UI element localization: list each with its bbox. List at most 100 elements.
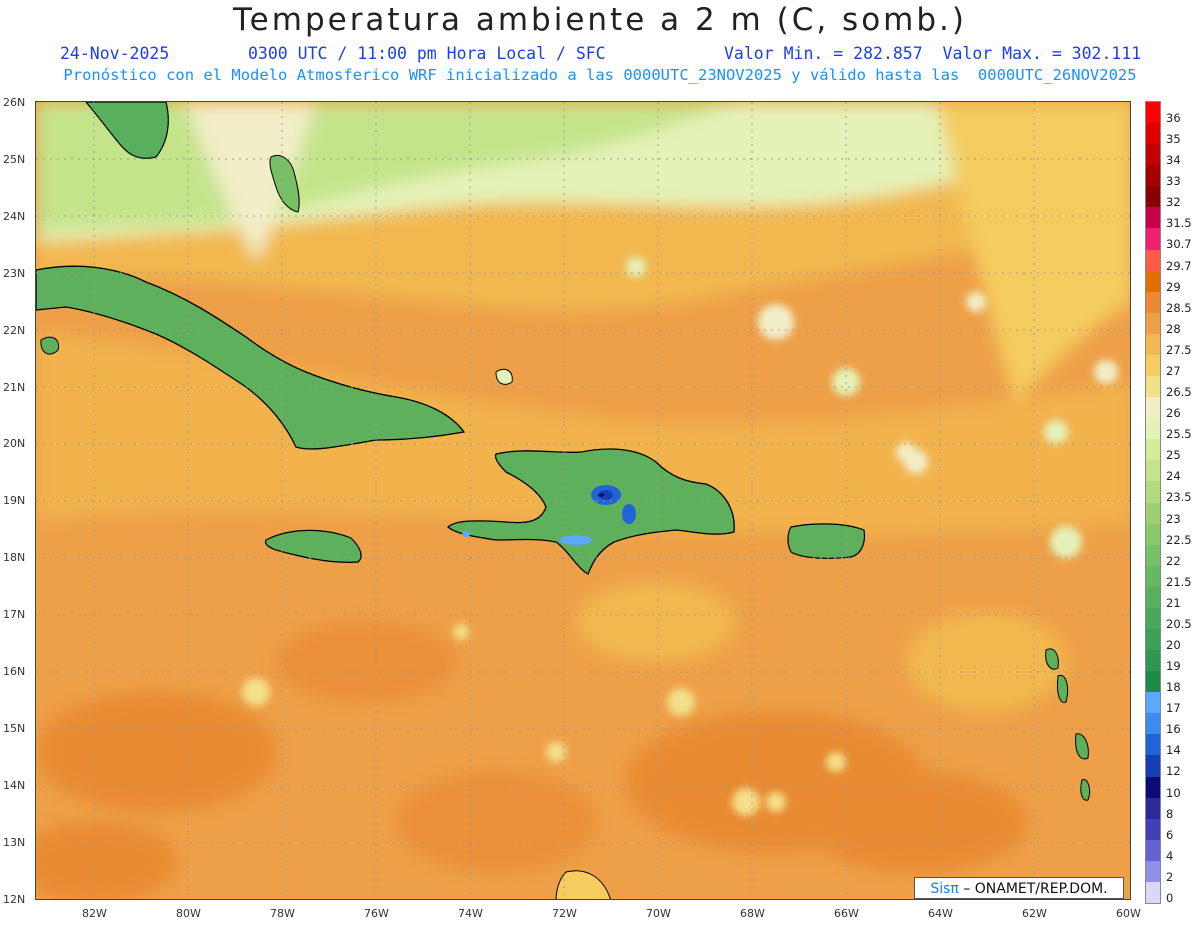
longitude-label: 80W (176, 907, 201, 920)
colorbar-label: 31.5 (1166, 216, 1192, 231)
colorbar-label: 21.5 (1166, 574, 1192, 589)
colorbar-cell (1146, 207, 1160, 229)
colorbar-label: 12 (1166, 764, 1181, 779)
temperature-map (35, 101, 1131, 900)
colorbar-label: 8 (1166, 806, 1174, 821)
cuba (36, 265, 466, 450)
colorbar-cell (1146, 418, 1160, 440)
latitude-label: 13N (3, 835, 26, 849)
highland-cold-spots (462, 485, 636, 545)
colorbar-cell (1146, 228, 1160, 251)
colorbar-label: 21 (1166, 595, 1181, 610)
colorbar-cell (1146, 291, 1160, 314)
colorbar-cell (1146, 586, 1160, 609)
colorbar-label: 22 (1166, 553, 1181, 568)
colorbar-cell (1146, 776, 1160, 799)
colorbar-cell (1146, 312, 1160, 335)
venezuela-coast (555, 870, 611, 899)
colorbar-cell (1146, 354, 1160, 377)
colorbar-cell (1146, 144, 1160, 166)
latitude-label: 24N (3, 209, 26, 223)
latitude-label: 17N (3, 608, 26, 622)
longitude-label: 78W (270, 907, 295, 920)
colorbar (1145, 101, 1161, 904)
longitude-label: 74W (458, 907, 483, 920)
longitude-label: 82W (82, 907, 107, 920)
colorbar-label: 18 (1166, 680, 1181, 695)
colorbar-cell (1146, 628, 1160, 651)
colorbar-label: 33 (1166, 174, 1181, 189)
colorbar-cell (1146, 692, 1160, 714)
colorbar-cell (1146, 734, 1160, 756)
colorbar-cell (1146, 671, 1160, 693)
latitude-label: 19N (3, 494, 26, 508)
colorbar-label: 23 (1166, 511, 1181, 526)
colorbar-cell (1146, 249, 1160, 272)
colorbar-cell (1146, 270, 1160, 293)
forecast-date: 24-Nov-2025 (60, 44, 170, 63)
colorbar-cell (1146, 565, 1160, 588)
colorbar-label: 29.7 (1166, 258, 1192, 273)
colorbar-cell (1146, 818, 1160, 841)
colorbar-label: 35 (1166, 132, 1181, 147)
puerto-rico (787, 523, 866, 559)
colorbar-label: 10 (1166, 785, 1181, 800)
guadeloupe (1045, 648, 1059, 670)
colorbar-cell (1146, 650, 1160, 672)
latitude-label: 14N (3, 778, 26, 792)
colorbar-cell (1146, 713, 1160, 735)
colorbar-cell (1146, 439, 1160, 461)
latitude-label: 16N (3, 665, 26, 678)
colorbar-cell (1146, 839, 1160, 862)
latitude-label: 21N (3, 380, 26, 394)
forecast-time: 0300 UTC / 11:00 pm Hora Local / SFC (248, 44, 606, 63)
colorbar-cell (1146, 755, 1160, 778)
colorbar-cell (1146, 397, 1160, 419)
martinique (1075, 733, 1089, 760)
colorbar-label: 2 (1166, 869, 1174, 884)
colorbar-cell (1146, 881, 1160, 904)
latitude-label: 20N (3, 437, 26, 451)
isle-of-youth (40, 336, 60, 355)
st-lucia (1080, 779, 1091, 801)
latitude-label: 22N (3, 323, 26, 337)
colorbar-cell (1146, 502, 1160, 525)
colorbar-cell (1146, 607, 1160, 630)
colorbar-label: 28.5 (1166, 300, 1192, 315)
colorbar-label: 4 (1166, 848, 1174, 863)
credit-box: Sisπ – ONAMET/REP.DOM. (914, 877, 1124, 899)
latitude-label: 23N (3, 266, 26, 280)
longitude-label: 76W (364, 907, 389, 920)
colorbar-label: 6 (1166, 827, 1174, 842)
latitude-label: 12N (3, 892, 26, 906)
colorbar-cell (1146, 165, 1160, 187)
longitude-label: 64W (928, 907, 953, 920)
colorbar-label: 27 (1166, 363, 1181, 378)
colorbar-cell (1146, 123, 1160, 145)
colorbar-label: 26.5 (1166, 385, 1192, 400)
longitude-label: 72W (552, 907, 577, 920)
longitude-label: 66W (834, 907, 859, 920)
colorbar-cell (1146, 860, 1160, 883)
latitude-label: 18N (3, 551, 26, 565)
colorbar-label: 17 (1166, 701, 1181, 716)
colorbar-label: 14 (1166, 743, 1181, 758)
map-title: Temperatura ambiente a 2 m (C, somb.) (233, 2, 967, 38)
colorbar-cell (1146, 102, 1160, 124)
turks-caicos (495, 368, 513, 385)
colorbar-cell (1146, 333, 1160, 356)
colorbar-label: 16 (1166, 722, 1181, 737)
credit-sis: Sisπ (930, 881, 959, 897)
grid-lines (36, 102, 1130, 899)
colorbar-cell (1146, 481, 1160, 503)
colorbar-label: 19 (1166, 659, 1181, 674)
model-info: Pronóstico con el Modelo Atmosferico WRF… (63, 66, 1137, 84)
florida (85, 102, 169, 159)
credit-org: – ONAMET/REP.DOM. (958, 881, 1108, 897)
colorbar-cell (1146, 544, 1160, 567)
jamaica (264, 529, 362, 563)
colorbar-label: 36 (1166, 111, 1181, 125)
bahamas-andros (269, 155, 300, 213)
colorbar-label: 20 (1166, 637, 1181, 652)
hispaniola (447, 448, 735, 575)
